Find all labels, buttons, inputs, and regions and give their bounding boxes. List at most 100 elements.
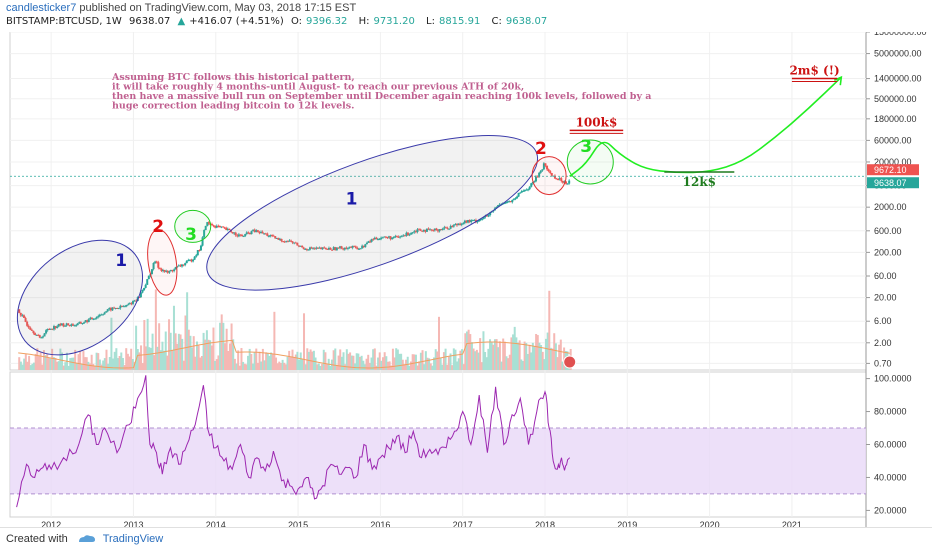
volume-bar xyxy=(329,365,332,370)
volume-bar xyxy=(393,357,396,370)
volume-bar xyxy=(255,348,258,370)
volume-bar xyxy=(561,361,564,370)
candle-body xyxy=(392,237,395,239)
candle-body xyxy=(152,263,155,270)
volume-bar xyxy=(388,361,391,370)
volume-bar xyxy=(411,354,414,370)
volume-bar xyxy=(273,311,276,370)
volume-bar xyxy=(395,348,398,370)
candle-body xyxy=(160,268,163,272)
volume-bar xyxy=(260,361,263,370)
volume-bar xyxy=(307,351,310,370)
candle-body xyxy=(49,328,52,330)
candle-body xyxy=(495,207,498,209)
volume-bar xyxy=(26,361,29,370)
volume-bar xyxy=(362,360,365,370)
symbol-name[interactable]: BITSTAMP:BTCUSD, 1W xyxy=(6,16,122,27)
candle-body xyxy=(378,239,381,241)
volume-bar xyxy=(357,353,360,370)
created-with-text: Created with xyxy=(6,533,68,545)
candle-body xyxy=(463,220,466,223)
volume-bar xyxy=(181,338,184,370)
candle-body xyxy=(421,230,424,232)
volume-bar xyxy=(258,351,261,370)
volume-bar xyxy=(89,363,92,370)
candle-body xyxy=(444,227,447,229)
volume-bar xyxy=(225,328,228,370)
volume-bar xyxy=(151,333,154,370)
candle-body xyxy=(323,247,326,249)
volume-bar xyxy=(334,348,337,370)
volume-bar xyxy=(233,358,236,370)
volume-bar xyxy=(337,355,340,370)
candle-body xyxy=(539,170,542,173)
candle-body xyxy=(286,241,289,243)
candle-body xyxy=(56,326,59,329)
price-tick-label: 20000.00 xyxy=(874,157,912,167)
candle-body xyxy=(397,236,400,238)
candle-body xyxy=(522,190,525,192)
high-label: H: xyxy=(358,16,370,27)
candle-body xyxy=(443,227,446,229)
volume-bar xyxy=(533,346,536,370)
footer: Created with TradingView xyxy=(0,527,932,551)
candle-body xyxy=(21,315,24,317)
volume-bar xyxy=(121,358,124,370)
candle-body xyxy=(405,232,408,236)
candle-body xyxy=(199,245,202,251)
volume-bar xyxy=(107,363,110,370)
volume-bar xyxy=(87,361,90,370)
candle-body xyxy=(220,226,223,228)
volume-bar xyxy=(284,364,287,370)
volume-bar xyxy=(57,361,60,370)
candle-body xyxy=(315,247,318,249)
volume-bar xyxy=(82,351,85,370)
volume-bar xyxy=(56,361,59,370)
volume-bar xyxy=(383,352,386,370)
candle-body xyxy=(563,181,566,183)
candle-body xyxy=(316,247,319,249)
candle-body xyxy=(135,300,138,302)
chart-canvas[interactable]: 15000000.00 5000000.00 1400000.00 500000.00… xyxy=(0,32,932,527)
candle-body xyxy=(203,230,206,238)
volume-bar xyxy=(373,348,376,370)
volume-bar xyxy=(148,347,151,370)
price-tick-label: 1400000.00 xyxy=(874,74,922,84)
volume-bar xyxy=(166,355,169,370)
candle-body xyxy=(64,325,67,327)
volume-bar xyxy=(140,345,143,370)
tradingview-brand[interactable]: TradingView xyxy=(102,533,164,545)
volume-bar xyxy=(275,357,278,370)
candle-body xyxy=(54,326,57,329)
volume-bar xyxy=(235,363,238,370)
rsi-tick-label: 40.0000 xyxy=(874,472,907,482)
volume-bar xyxy=(495,339,498,370)
candle-body xyxy=(406,232,409,236)
candle-body xyxy=(346,247,349,249)
volume-bar xyxy=(319,365,322,370)
volume-bar xyxy=(489,339,492,370)
candle-body xyxy=(171,270,174,272)
candle-body xyxy=(356,248,359,250)
volume-bar xyxy=(530,352,533,370)
candle-body xyxy=(258,232,261,234)
candle-body xyxy=(296,242,299,246)
candle-body xyxy=(302,247,305,250)
volume-bar xyxy=(418,361,421,370)
candle-body xyxy=(357,248,360,250)
candle-body xyxy=(105,311,108,313)
candle-body xyxy=(132,301,135,304)
volume-bar xyxy=(298,359,301,370)
volume-bar xyxy=(130,348,133,370)
candle-body xyxy=(418,229,421,231)
volume-bar xyxy=(245,364,248,370)
volume-bar xyxy=(156,346,159,370)
candle-body xyxy=(41,336,44,338)
candle-body xyxy=(65,323,68,326)
volume-bar xyxy=(23,358,26,370)
author-link[interactable]: candlesticker7 xyxy=(6,2,77,14)
candle-body xyxy=(271,235,274,237)
candle-body xyxy=(430,229,433,231)
volume-bar xyxy=(265,352,268,370)
volume-bar xyxy=(270,352,273,370)
